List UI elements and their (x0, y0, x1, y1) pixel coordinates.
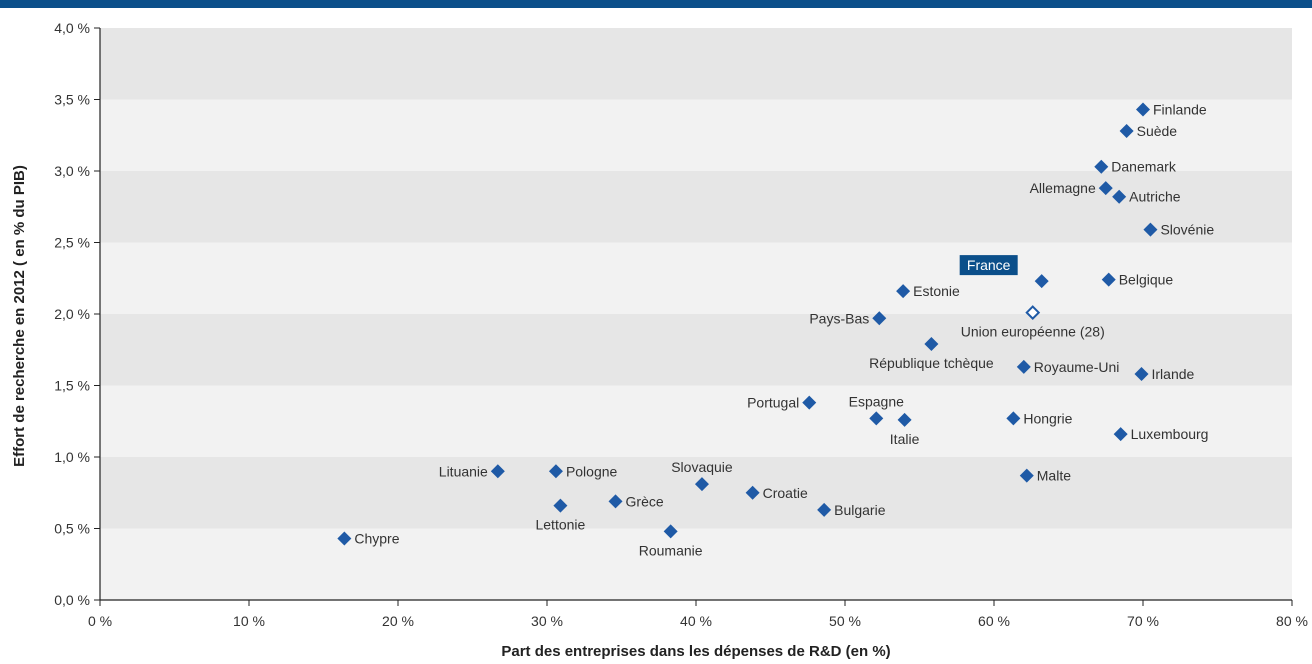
point-label: Slovénie (1160, 222, 1214, 238)
x-tick-label: 30 % (531, 613, 563, 629)
point-label: Danemark (1111, 159, 1177, 175)
point-label: Croatie (763, 485, 808, 501)
data-point-roumanie (663, 524, 678, 539)
header-bar (0, 0, 1312, 8)
y-tick-label: 3,5 % (54, 92, 90, 108)
data-point-espagne (869, 411, 884, 426)
point-label: Suède (1137, 123, 1178, 139)
x-tick-label: 20 % (382, 613, 414, 629)
point-label: Bulgarie (834, 502, 886, 518)
y-tick-label: 3,0 % (54, 163, 90, 179)
data-point-autriche (1112, 189, 1127, 204)
data-point-pologne (548, 464, 563, 479)
grid-band (100, 171, 1292, 243)
x-tick-label: 0 % (88, 613, 112, 629)
point-label: Belgique (1119, 272, 1174, 288)
point-label: Autriche (1129, 189, 1181, 205)
data-point-portugal (802, 395, 817, 410)
data-point-slovaquie (694, 477, 709, 492)
point-labels: Finlande Suède Danemark Allemagne Autriche Sl… (354, 102, 1214, 559)
grid-band (100, 528, 1292, 600)
point-label: Lettonie (535, 517, 585, 533)
point-label: France (967, 257, 1011, 273)
data-point-union-europ-enne-28- (1025, 305, 1041, 320)
point-label: Hongrie (1023, 410, 1072, 426)
point-label: Luxembourg (1131, 426, 1209, 442)
point-label: Royaume-Uni (1034, 359, 1120, 375)
data-point-finlande (1136, 102, 1150, 117)
data-point-chypre (337, 531, 352, 546)
point-label: Italie (890, 431, 920, 447)
x-tick-label: 60 % (978, 613, 1010, 629)
grid-band (100, 385, 1292, 457)
data-point-lituanie (490, 464, 505, 479)
data-point-royaume-uni (1016, 359, 1031, 374)
axes (94, 27, 1293, 606)
point-label: Espagne (849, 393, 904, 409)
y-tick-label: 0,5 % (54, 521, 90, 537)
data-point-lettonie (553, 498, 568, 513)
data-point-france (1034, 274, 1049, 289)
data-point-gr-ce (608, 494, 623, 509)
data-point-croatie (745, 485, 760, 500)
grid-band (100, 314, 1292, 386)
tick-labels: 0,0 % 0,5 % 1,0 % 1,5 % 2,0 % 2,5 % 3,0 % 3,5 %… (54, 20, 1308, 629)
grid-band (100, 242, 1292, 314)
data-point-danemark (1094, 159, 1109, 174)
point-label: Lituanie (439, 463, 488, 479)
data-point-malte (1019, 468, 1034, 483)
data-point-estonie (896, 284, 911, 299)
point-label: Slovaquie (671, 459, 733, 475)
data-point-allemagne (1098, 181, 1113, 196)
point-label: Finlande (1153, 102, 1207, 118)
highlight-badge (959, 255, 1018, 276)
point-label: République tchèque (869, 355, 994, 371)
point-label: Portugal (747, 395, 799, 411)
x-tick-label: 10 % (233, 613, 265, 629)
data-point-pays-bas (872, 311, 887, 326)
data-point-luxembourg (1113, 427, 1128, 442)
grid-band (100, 457, 1292, 529)
y-tick-label: 2,0 % (54, 306, 90, 322)
point-label: Pays-Bas (809, 310, 869, 326)
data-point-su-de (1119, 123, 1134, 138)
point-label: Malte (1037, 468, 1071, 484)
x-tick-label: 40 % (680, 613, 712, 629)
grid-band (100, 99, 1292, 171)
grid-band (100, 28, 1292, 100)
data-point-bulgarie (817, 502, 832, 517)
background-bands (100, 28, 1292, 600)
point-label: Union européenne (28) (961, 324, 1105, 340)
x-tick-label: 80 % (1276, 613, 1308, 629)
data-point-irlande (1134, 367, 1149, 382)
x-axis-title: Part des entreprises dans les dépenses d… (501, 643, 890, 660)
y-tick-label: 2,5 % (54, 235, 90, 251)
y-tick-label: 4,0 % (54, 20, 90, 36)
point-label: Chypre (354, 531, 399, 547)
x-tick-label: 50 % (829, 613, 861, 629)
data-point-hongrie (1006, 411, 1021, 426)
y-tick-label: 1,5 % (54, 378, 90, 394)
data-point-italie (897, 412, 912, 427)
point-label: Estonie (913, 283, 960, 299)
point-label: Pologne (566, 463, 618, 479)
point-label: Roumanie (639, 542, 703, 558)
x-tick-label: 70 % (1127, 613, 1159, 629)
point-label: Irlande (1152, 366, 1195, 382)
y-tick-label: 0,0 % (54, 592, 90, 608)
data-points (337, 102, 1158, 546)
y-axis-title: Effort de recherche en 2012 ( en % du PI… (11, 165, 28, 467)
data-point-belgique (1101, 272, 1116, 287)
point-label: Grèce (626, 493, 664, 509)
data-point-r-publique-tch-que (924, 337, 939, 352)
y-tick-label: 1,0 % (54, 449, 90, 465)
point-label: Allemagne (1030, 180, 1096, 196)
data-point-slov-nie (1143, 222, 1158, 237)
